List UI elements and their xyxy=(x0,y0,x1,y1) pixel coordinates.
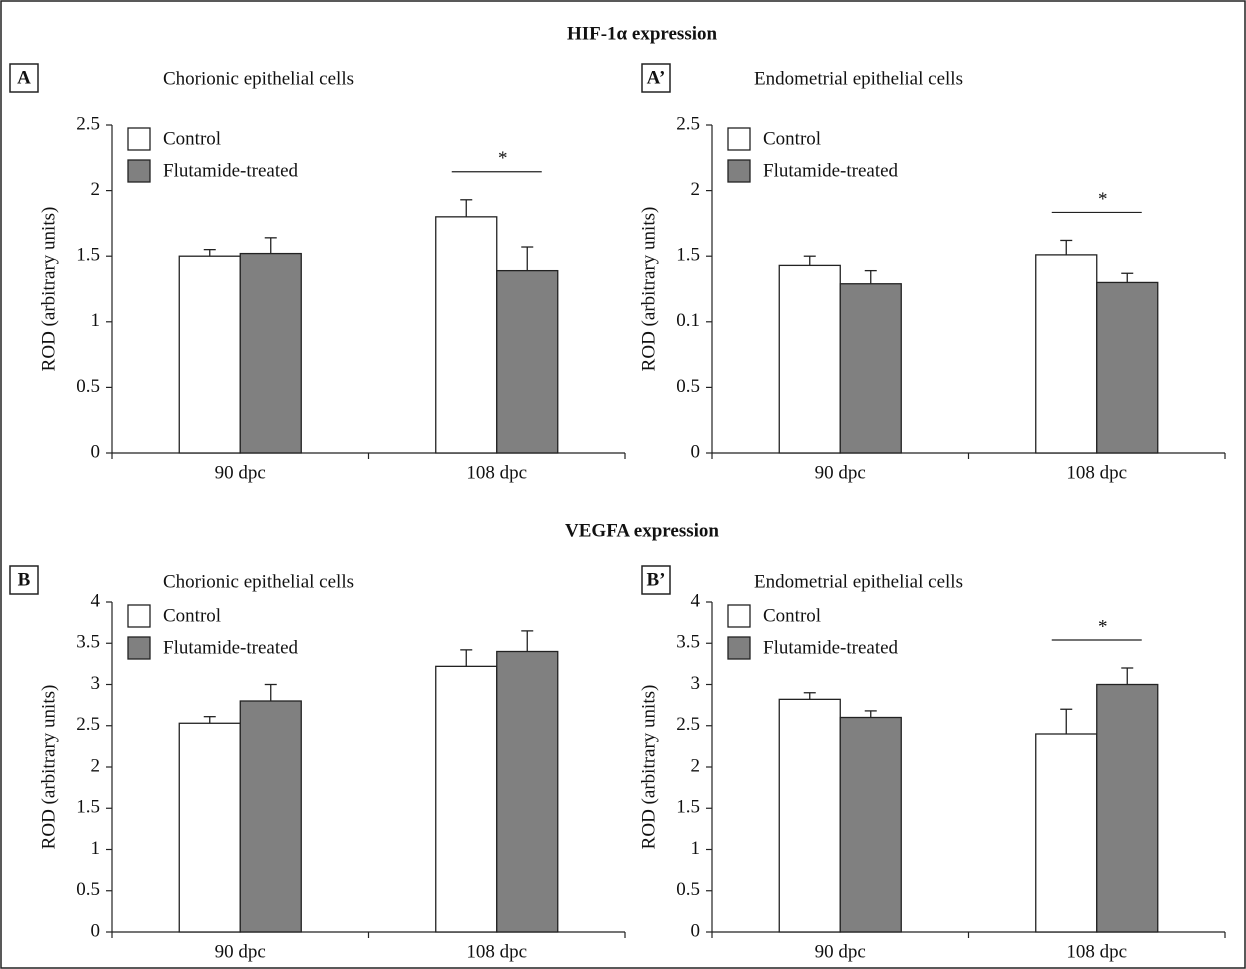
heading: VEGFA expression xyxy=(565,520,719,541)
panel-label: A xyxy=(17,67,31,88)
y-tick-label: 0 xyxy=(691,441,701,462)
y-tick-label: 0 xyxy=(91,441,101,462)
y-tick-label: 0 xyxy=(691,920,701,941)
legend-swatch xyxy=(727,127,751,151)
significance-label: * xyxy=(1098,189,1108,210)
y-axis-label: ROD (arbitrary units) xyxy=(638,685,659,850)
bar xyxy=(778,264,841,454)
y-tick-label: 1.5 xyxy=(76,797,100,818)
panel-label-box xyxy=(641,565,671,595)
chart-title: Chorionic epithelial cells xyxy=(163,68,354,89)
x-tick-label: 90 dpc xyxy=(215,462,266,483)
y-tick-label: 0.5 xyxy=(676,879,700,900)
y-tick-label: 0.1 xyxy=(676,310,700,331)
x-tick-label: 108 dpc xyxy=(1066,462,1127,483)
y-tick-label: 2 xyxy=(91,179,101,200)
y-tick-label: 1 xyxy=(91,310,101,331)
y-tick-label: 1 xyxy=(91,838,101,859)
x-tick-label: 108 dpc xyxy=(1066,941,1127,962)
bar xyxy=(496,269,559,454)
chart-title: Endometrial epithelial cells xyxy=(754,68,963,89)
bar xyxy=(239,700,302,933)
y-tick-label: 2.5 xyxy=(76,714,100,735)
panel-label-box xyxy=(641,63,671,93)
bar xyxy=(496,650,559,933)
legend-swatch xyxy=(127,604,151,628)
y-tick-label: 0 xyxy=(91,920,101,941)
y-tick-label: 1.5 xyxy=(676,797,700,818)
bar xyxy=(1035,733,1098,933)
bar xyxy=(239,252,302,454)
x-tick-label: 90 dpc xyxy=(815,462,866,483)
significance-label: * xyxy=(1098,616,1108,637)
legend-swatch xyxy=(727,604,751,628)
panel-label-box xyxy=(9,565,39,595)
y-tick-label: 1.5 xyxy=(76,245,100,266)
x-tick-label: 90 dpc xyxy=(215,941,266,962)
bar xyxy=(839,716,902,933)
x-tick-label: 90 dpc xyxy=(815,941,866,962)
bar xyxy=(435,665,498,933)
heading: HIF-1α expression xyxy=(567,23,718,44)
panel-label: B’ xyxy=(647,569,666,590)
x-tick-label: 108 dpc xyxy=(466,941,527,962)
legend-label: Flutamide-treated xyxy=(763,160,899,181)
bar xyxy=(1096,281,1159,454)
bar xyxy=(778,698,841,933)
panel-label-box xyxy=(9,63,39,93)
bar xyxy=(435,216,498,454)
y-tick-label: 2 xyxy=(691,179,701,200)
bar xyxy=(1035,254,1098,454)
y-tick-label: 1.5 xyxy=(676,245,700,266)
y-axis-label: ROD (arbitrary units) xyxy=(38,685,59,850)
y-tick-label: 2 xyxy=(91,755,101,776)
y-tick-label: 0.5 xyxy=(76,879,100,900)
legend-label: Flutamide-treated xyxy=(763,637,899,658)
chart-title: Chorionic epithelial cells xyxy=(163,571,354,592)
y-tick-label: 1 xyxy=(691,838,701,859)
x-tick-label: 108 dpc xyxy=(466,462,527,483)
y-tick-label: 3 xyxy=(91,673,101,694)
legend-label: Control xyxy=(163,128,221,149)
y-tick-label: 3 xyxy=(691,673,701,694)
y-tick-label: 2.5 xyxy=(76,113,100,134)
legend-swatch xyxy=(727,159,751,183)
legend-label: Flutamide-treated xyxy=(163,637,299,658)
y-tick-label: 4 xyxy=(691,590,701,611)
bar xyxy=(178,722,241,933)
bar xyxy=(839,283,902,454)
y-tick-label: 2.5 xyxy=(676,714,700,735)
legend-swatch xyxy=(727,636,751,660)
legend-label: Control xyxy=(163,605,221,626)
legend-label: Control xyxy=(763,128,821,149)
panel-label: B xyxy=(18,569,31,590)
legend-swatch xyxy=(127,159,151,183)
y-tick-label: 2 xyxy=(691,755,701,776)
y-tick-label: 3.5 xyxy=(676,632,700,653)
y-tick-label: 3.5 xyxy=(76,632,100,653)
chart-title: Endometrial epithelial cells xyxy=(754,571,963,592)
legend-swatch xyxy=(127,636,151,660)
y-tick-label: 4 xyxy=(91,590,101,611)
y-axis-label: ROD (arbitrary units) xyxy=(638,207,659,372)
legend-swatch xyxy=(127,127,151,151)
y-tick-label: 0.5 xyxy=(676,376,700,397)
y-axis-label: ROD (arbitrary units) xyxy=(38,207,59,372)
y-tick-label: 2.5 xyxy=(676,113,700,134)
significance-label: * xyxy=(498,148,508,169)
legend-label: Flutamide-treated xyxy=(163,160,299,181)
y-tick-label: 0.5 xyxy=(76,376,100,397)
bar xyxy=(178,255,241,454)
legend-label: Control xyxy=(763,605,821,626)
bar xyxy=(1096,683,1159,933)
panel-label: A’ xyxy=(647,67,666,88)
